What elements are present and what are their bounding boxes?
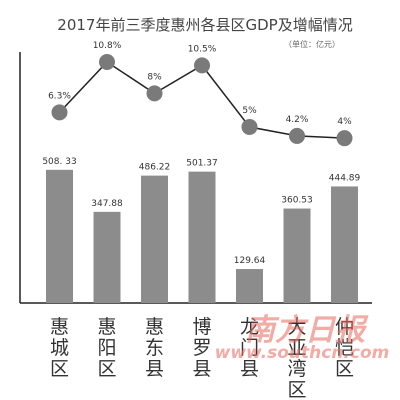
- growth-label: 4.2%: [286, 115, 309, 125]
- bar-value-label: 444.89: [329, 173, 361, 183]
- category-label-char: 大: [287, 316, 306, 338]
- bar-value-labels: 508. 33 347.88 486.22 501.37 129.64 360.53 444…: [42, 157, 360, 266]
- chart-title: 2017年前三季度惠州各县区GDP及增幅情况: [57, 16, 352, 34]
- growth-label: 6.3%: [48, 91, 71, 101]
- watermark: 南方日报 www.southcn.com: [215, 313, 390, 363]
- category-label-char: 区: [335, 358, 354, 380]
- category-label-char: 恺: [335, 337, 354, 359]
- bar-value-label: 360.53: [281, 196, 313, 206]
- category-label-char: 区: [287, 379, 306, 400]
- watermark-text: 南方日报: [245, 313, 369, 348]
- category-label-char: 亚: [287, 337, 306, 359]
- category-label-char: 惠: [145, 316, 164, 338]
- category-label-char: 东: [145, 337, 164, 359]
- category-label-char: 区: [50, 358, 69, 380]
- growth-line: [58, 61, 345, 139]
- growth-point: [336, 130, 353, 147]
- category-label-char: 门: [240, 337, 259, 359]
- category-label-char: 县: [240, 358, 259, 380]
- bar: [331, 186, 358, 303]
- growth-point: [51, 104, 68, 121]
- growth-point: [241, 118, 258, 135]
- category-label-char: 县: [145, 358, 164, 380]
- category-label-char: 城: [50, 337, 69, 359]
- growth-labels: 6.3% 10.8% 8% 10.5% 5% 4.2% 4%: [48, 41, 352, 127]
- category-label-char: 湾: [287, 358, 306, 380]
- growth-label: 8%: [147, 72, 162, 82]
- growth-label: 4%: [337, 117, 352, 127]
- bar-value-label: 347.88: [91, 199, 123, 209]
- bar-value-label: 508. 33: [42, 157, 76, 167]
- bar: [141, 175, 168, 303]
- growth-label: 10.5%: [188, 44, 217, 54]
- category-label-char: 龙: [240, 316, 259, 338]
- growth-point: [99, 54, 115, 70]
- watermark-url: www.southcn.com: [215, 343, 390, 363]
- growth-label: 10.8%: [93, 41, 122, 51]
- bar: [46, 169, 73, 303]
- category-label-char: 区: [97, 358, 116, 380]
- unit-note: （单位：亿元）: [284, 39, 340, 49]
- category-label-char: 博: [192, 316, 211, 338]
- category-label-char: 仲: [335, 316, 354, 338]
- bar-value-label: 486.22: [139, 163, 171, 173]
- bar-series: [46, 169, 358, 303]
- category-label-char: 罗: [192, 337, 211, 359]
- growth-point: [289, 127, 305, 144]
- category-label-char: 县: [192, 358, 211, 380]
- bar: [93, 211, 121, 303]
- growth-line-series: [51, 54, 353, 147]
- growth-point: [194, 57, 210, 74]
- bar-value-label: 501.37: [186, 159, 218, 169]
- bar: [283, 208, 311, 303]
- growth-point: [146, 85, 163, 102]
- bar-value-label: 129.64: [234, 256, 266, 266]
- bar: [236, 269, 263, 303]
- growth-label: 5%: [242, 106, 257, 116]
- category-label-char: 惠: [97, 316, 116, 338]
- category-label-char: 惠: [50, 316, 69, 338]
- category-label-char: 阳: [97, 337, 116, 359]
- bar: [188, 171, 216, 303]
